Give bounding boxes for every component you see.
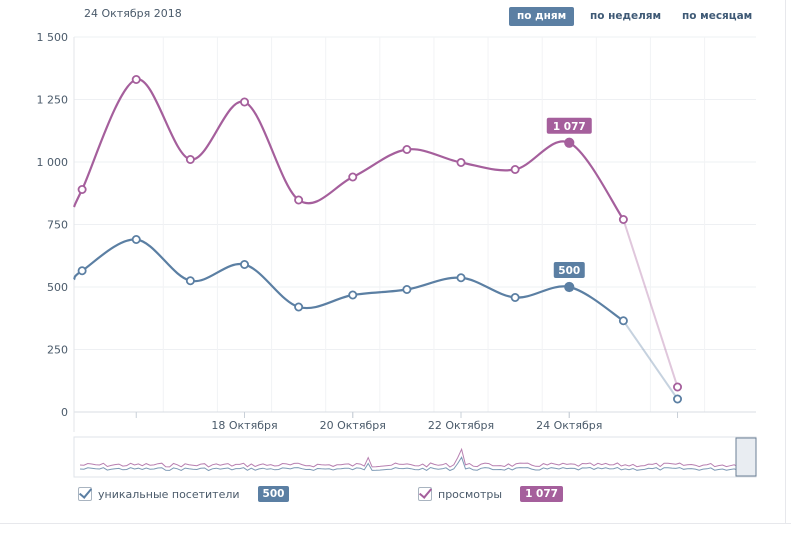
data-label-group: 500 xyxy=(553,262,585,278)
data-point xyxy=(456,273,466,283)
data-label-group: 1 077 xyxy=(546,117,592,134)
x-tick-label: 22 Октября xyxy=(428,419,494,432)
series-incomplete-segment xyxy=(622,219,679,388)
data-point xyxy=(131,75,141,85)
legend-visitors-label: уникальные посетители xyxy=(98,487,240,501)
data-point xyxy=(294,302,304,312)
data-point xyxy=(673,394,683,404)
legend-visitors[interactable]: уникальные посетители 500 xyxy=(78,485,290,503)
data-point xyxy=(239,97,249,107)
y-tick-label: 500 xyxy=(47,281,68,294)
period-weeks-button[interactable]: по неделям xyxy=(590,10,662,22)
data-point xyxy=(77,266,87,276)
y-tick-label: 250 xyxy=(47,344,68,357)
data-label: 1 077 xyxy=(553,121,586,133)
data-point xyxy=(564,137,575,148)
right-divider xyxy=(785,0,786,523)
data-point xyxy=(239,259,249,269)
legend-visitors-value: 500 xyxy=(257,486,290,502)
legend-views-label: просмотры xyxy=(438,487,503,501)
data-point xyxy=(131,234,141,244)
line-chart: 0 250 500 750 1 000 1 250 1 500 18 Октября 20 Ок… xyxy=(37,31,757,478)
data-point xyxy=(348,290,358,300)
current-date-label: 24 Октября 2018 xyxy=(84,7,182,20)
data-point xyxy=(673,382,683,392)
data-point xyxy=(510,164,520,174)
series-incomplete-segment xyxy=(622,320,679,400)
legend-views-value: 1 077 xyxy=(520,486,563,502)
data-point xyxy=(348,172,358,182)
navigator-range-handle xyxy=(735,437,757,477)
data-point xyxy=(185,154,195,164)
y-tick-label: 750 xyxy=(47,219,68,232)
y-tick-label: 0 xyxy=(61,406,68,419)
navigator-strip xyxy=(73,436,757,478)
data-point xyxy=(456,157,466,167)
series-line-visitors xyxy=(73,238,624,322)
data-point xyxy=(618,214,628,224)
y-tick-label: 1 000 xyxy=(37,156,69,169)
x-tick-label: 18 Октября xyxy=(211,419,277,432)
data-label: 500 xyxy=(558,265,580,277)
data-point xyxy=(564,281,575,293)
legend-views[interactable]: просмотры 1 077 xyxy=(418,485,563,503)
y-tick-label: 1 250 xyxy=(37,94,69,107)
views-checkbox[interactable] xyxy=(418,487,432,501)
data-point xyxy=(185,276,195,286)
data-point xyxy=(618,316,628,326)
data-point xyxy=(77,184,87,194)
visitors-checkbox[interactable] xyxy=(78,487,92,501)
period-days-button[interactable]: по дням xyxy=(509,7,575,26)
x-tick-label: 24 Октября xyxy=(536,419,602,432)
data-point xyxy=(510,292,520,302)
navigator-visitors-line xyxy=(79,456,743,472)
data-point xyxy=(294,195,304,205)
data-label-bg xyxy=(546,117,592,134)
bottom-divider xyxy=(0,523,791,524)
period-months-button[interactable]: по месяцам xyxy=(682,10,753,22)
navigator-views-line xyxy=(79,447,743,468)
data-point xyxy=(402,144,412,154)
data-label-bg xyxy=(553,262,585,278)
x-tick-label: 20 Октября xyxy=(320,419,386,432)
data-point xyxy=(402,284,412,294)
y-tick-label: 1 500 xyxy=(37,31,69,44)
